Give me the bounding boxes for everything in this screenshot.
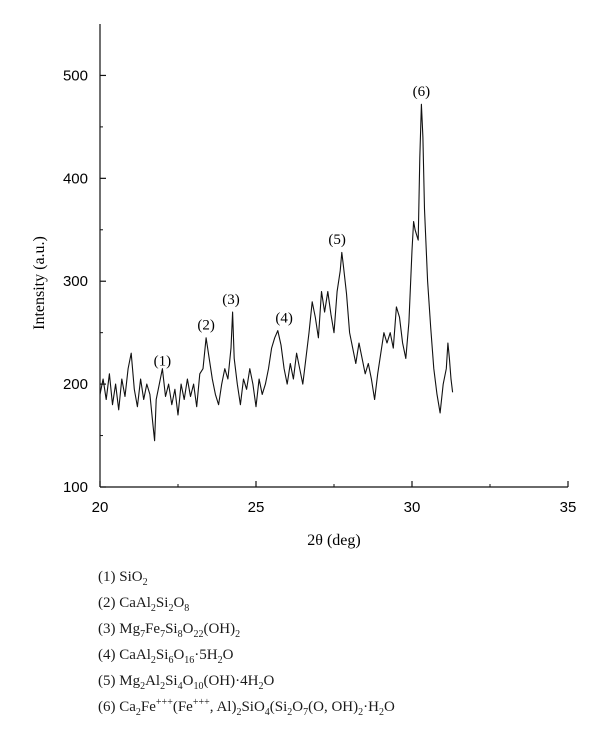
legend-formula: Ca2Fe+++(Fe+++, Al)2SiO4(Si2O7(O, OH)2·H… <box>119 697 395 718</box>
ticks: 20 25 30 35 100 200 300 400 500 <box>63 67 576 516</box>
y-tick-label: 400 <box>63 170 88 187</box>
peak-label: (4) <box>275 310 293 326</box>
legend-number: (5) <box>98 673 120 689</box>
y-tick-label: 300 <box>63 273 88 290</box>
legend-number: (6) <box>98 699 120 715</box>
y-axis-label: Intensity (a.u.) <box>31 236 48 330</box>
peak-label: (3) <box>222 292 240 308</box>
legend-formula: CaAl2Si6O16·5H2O <box>119 647 234 666</box>
peak-label: (1) <box>154 354 172 370</box>
legend-number: (3) <box>98 621 120 637</box>
series-layer <box>99 103 454 442</box>
x-tick-label: 35 <box>560 499 577 516</box>
legend-item: (4) CaAl2Si6O16·5H2O <box>98 642 395 668</box>
legend-item: (6) Ca2Fe+++(Fe+++, Al)2SiO4(Si2O7(O, OH… <box>98 694 395 720</box>
x-tick-label: 20 <box>92 499 109 516</box>
legend-item: (5) Mg2Al2Si4O10(OH)·4H2O <box>98 668 395 694</box>
legend-formula: SiO2 <box>119 569 148 588</box>
y-tick-label: 100 <box>63 479 88 496</box>
x-tick-label: 25 <box>248 499 265 516</box>
peak-annotations: (1) (2) (3) (4) (5) (6) <box>154 84 430 370</box>
legend-item: (3) Mg7Fe7Si8O22(OH)2 <box>98 616 395 642</box>
x-tick-label: 30 <box>404 499 421 516</box>
legend-formula: Mg7Fe7Si8O22(OH)2 <box>119 621 241 640</box>
legend-number: (2) <box>98 595 120 611</box>
legend-number: (1) <box>98 569 120 585</box>
legend-formula: CaAl2Si2O8 <box>119 595 190 614</box>
compound-legend: (1) SiO2 (2) CaAl2Si2O8 (3) Mg7Fe7Si8O22(O… <box>98 564 395 720</box>
y-tick-label: 200 <box>63 376 88 393</box>
legend-item: (2) CaAl2Si2O8 <box>98 590 395 616</box>
axes <box>99 24 568 488</box>
x-axis-label: 2θ (deg) <box>307 532 360 549</box>
legend-item: (1) SiO2 <box>98 564 395 590</box>
peak-label: (5) <box>328 232 346 248</box>
y-tick-label: 500 <box>63 67 88 84</box>
peak-label: (2) <box>197 318 215 334</box>
legend-number: (4) <box>98 647 120 663</box>
legend-formula: Mg2Al2Si4O10(OH)·4H2O <box>119 673 275 692</box>
peak-label: (6) <box>413 84 431 100</box>
xrd-series-line <box>99 103 454 442</box>
